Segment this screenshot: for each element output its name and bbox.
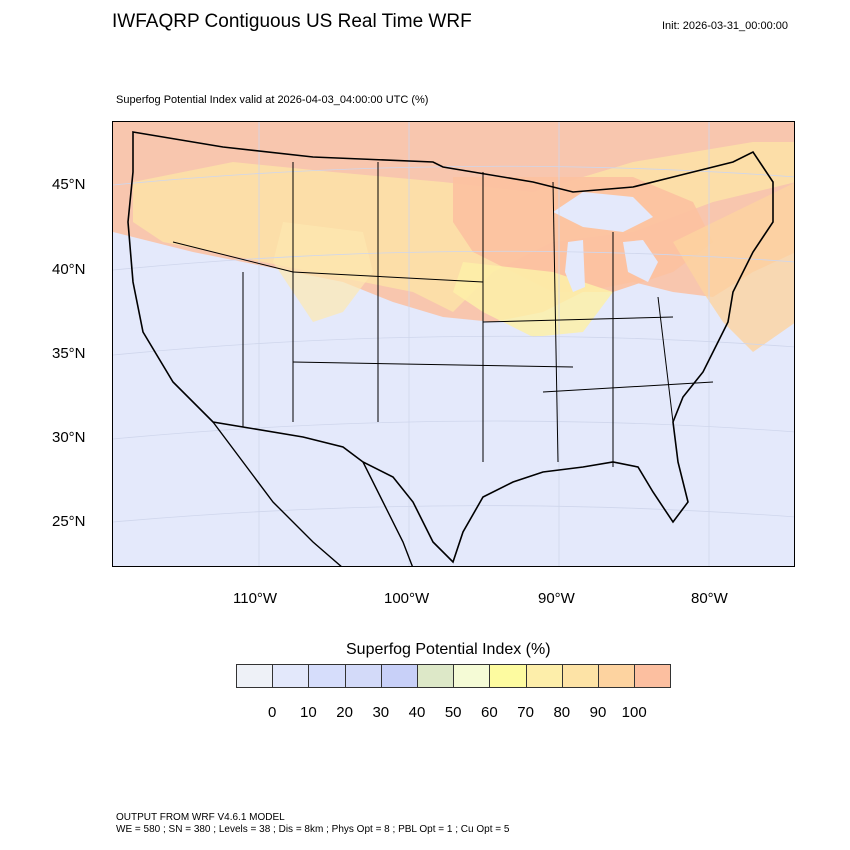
legend-swatch xyxy=(525,664,563,688)
mexico-outline xyxy=(212,421,413,566)
graticule xyxy=(113,122,794,566)
page-title: IWFAQRP Contiguous US Real Time WRF xyxy=(112,11,472,32)
legend-swatch xyxy=(598,664,636,688)
plot-subtitle: Superfog Potential Index valid at 2026-0… xyxy=(116,94,429,106)
lake-superior xyxy=(553,192,653,232)
model-info-line2: WE = 580 ; SN = 380 ; Levels = 38 ; Dis … xyxy=(116,824,510,835)
map-panel[interactable] xyxy=(112,121,795,567)
legend-swatch xyxy=(417,664,455,688)
lat-label-45: 45°N xyxy=(52,176,86,193)
gulf-of-mexico xyxy=(363,462,673,566)
legend-swatch xyxy=(272,664,310,688)
atlantic-zone xyxy=(673,182,794,352)
init-time-label: Init: 2026-03-31_00:00:00 xyxy=(662,20,788,32)
map-svg xyxy=(113,122,794,566)
lake-huron xyxy=(623,240,658,282)
legend-swatch xyxy=(308,664,346,688)
legend-tick-label: 80 xyxy=(553,704,571,721)
lon-label-110w: 110°W xyxy=(233,590,278,607)
lake-michigan xyxy=(565,240,585,292)
legend-swatch xyxy=(489,664,527,688)
legend-swatch xyxy=(380,664,418,688)
legend-tick-label: 40 xyxy=(408,704,426,721)
legend-swatch xyxy=(634,664,672,688)
lon-label-100w: 100°W xyxy=(384,590,430,607)
legend-tick-label: 50 xyxy=(444,704,462,721)
legend-swatch xyxy=(453,664,491,688)
legend-tick-label: 10 xyxy=(300,704,317,721)
legend-tick-label: 60 xyxy=(481,704,498,721)
lat-label-30: 30°N xyxy=(52,429,86,446)
legend-swatch xyxy=(344,664,382,688)
lat-label-25: 25°N xyxy=(52,513,86,530)
lat-label-35: 35°N xyxy=(52,345,86,362)
legend-tick-label: 70 xyxy=(517,704,534,721)
legend-tick-label: 20 xyxy=(336,704,353,721)
lon-label-80w: 80°W xyxy=(691,590,728,607)
legend-tick-label: 0 xyxy=(268,704,277,721)
legend-swatch xyxy=(236,664,274,688)
legend-tick-label: 100 xyxy=(621,704,647,721)
legend-tick-label: 90 xyxy=(589,704,607,721)
model-info-line1: OUTPUT FROM WRF V4.6.1 MODEL xyxy=(116,812,285,823)
legend-tick-label: 30 xyxy=(372,704,390,721)
legend-swatch xyxy=(561,664,599,688)
rockies-zone xyxy=(273,222,373,322)
lat-label-40: 40°N xyxy=(52,261,86,278)
state-boundaries xyxy=(172,162,714,467)
us-outline xyxy=(127,131,774,564)
lon-label-90w: 90°W xyxy=(538,590,575,607)
legend-title: Superfog Potential Index (%) xyxy=(346,641,551,658)
